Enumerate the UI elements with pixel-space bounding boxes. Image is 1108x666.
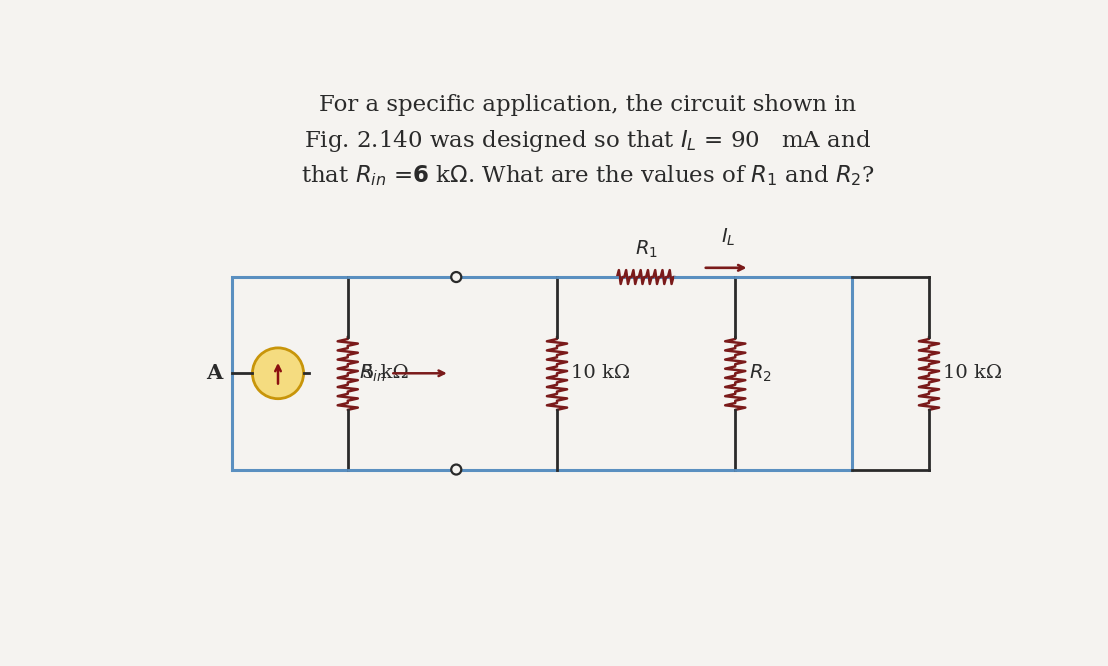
- Circle shape: [451, 465, 461, 475]
- Text: $I_L$: $I_L$: [721, 226, 736, 248]
- Circle shape: [451, 272, 461, 282]
- Text: Fig. 2.140 was designed so that $I_L$ = 90   mA and: Fig. 2.140 was designed so that $I_L$ = …: [305, 129, 872, 155]
- Text: A: A: [206, 363, 223, 384]
- Circle shape: [253, 348, 304, 399]
- Text: 10 kΩ: 10 kΩ: [943, 364, 1002, 382]
- Text: $R_{in}$: $R_{in}$: [359, 363, 386, 384]
- Text: For a specific application, the circuit shown in: For a specific application, the circuit …: [319, 94, 856, 116]
- Text: 5 kΩ: 5 kΩ: [361, 364, 409, 382]
- Bar: [232, 277, 852, 470]
- Text: 10 kΩ: 10 kΩ: [571, 364, 630, 382]
- Text: $R_1$: $R_1$: [635, 239, 657, 260]
- Text: that $R_{in}$ =$\mathbf{6}$ k$\Omega$. What are the values of $R_1$ and $R_2$?: that $R_{in}$ =$\mathbf{6}$ k$\Omega$. W…: [301, 163, 875, 188]
- Text: $R_2$: $R_2$: [749, 363, 772, 384]
